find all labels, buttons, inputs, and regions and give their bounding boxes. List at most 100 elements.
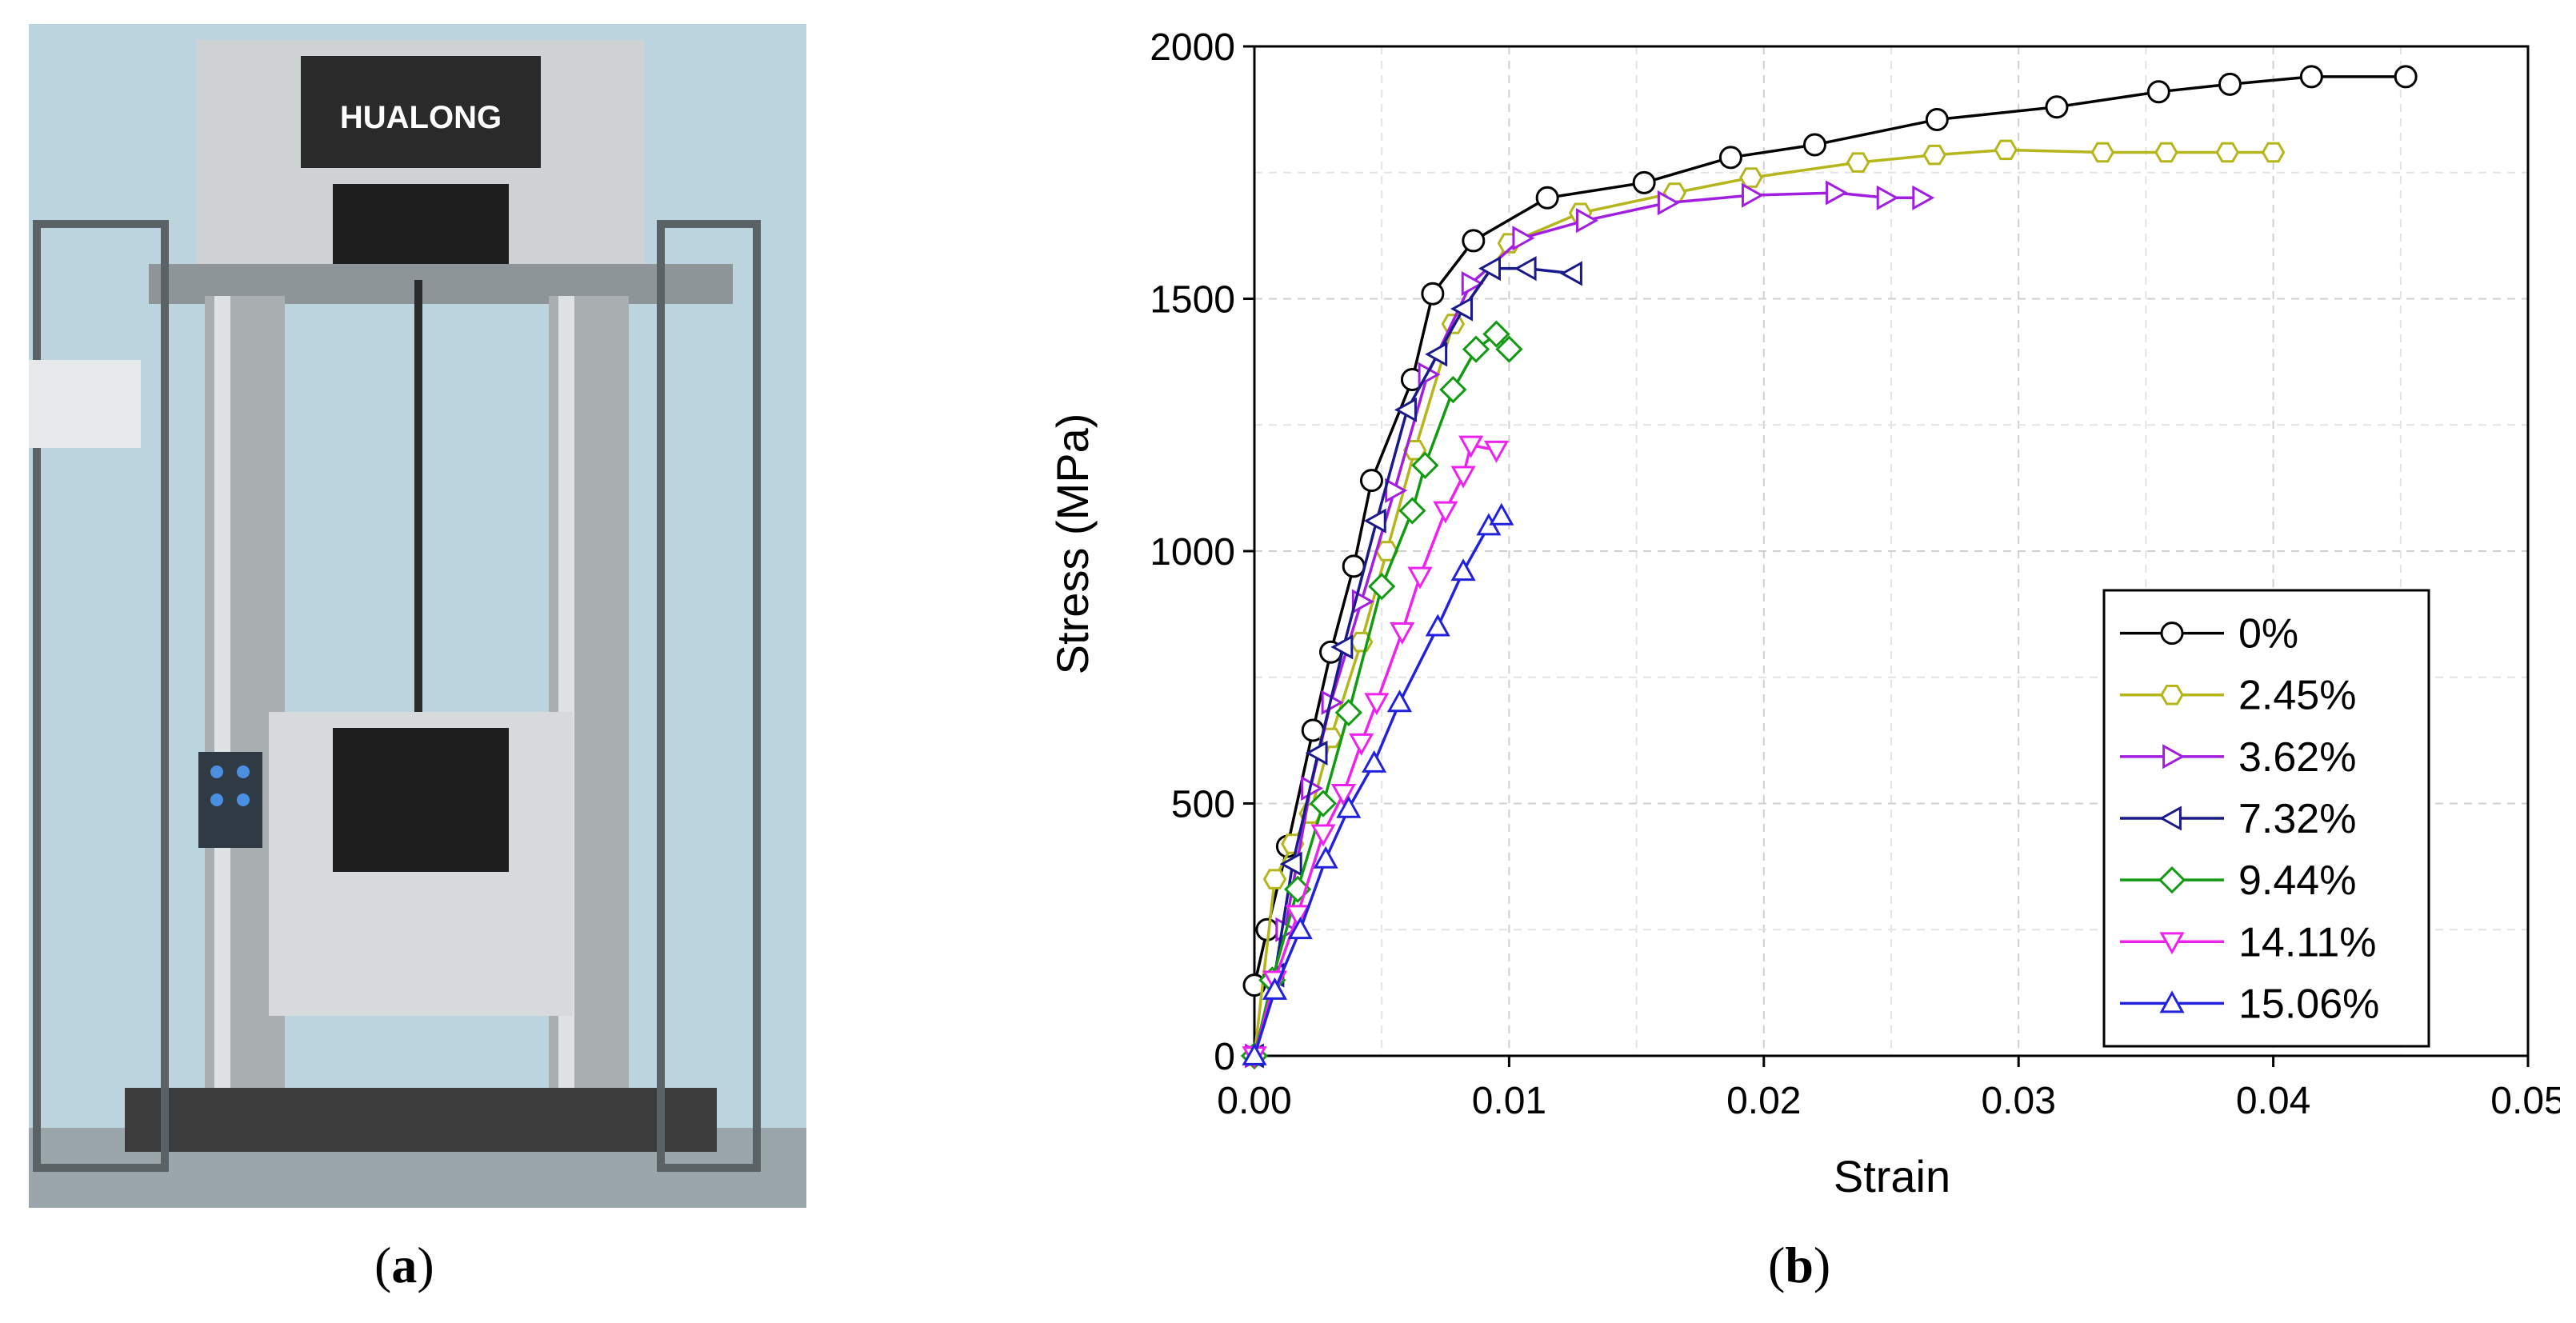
data-point	[1846, 152, 1870, 173]
data-point	[1462, 335, 1490, 363]
data-point	[2394, 65, 2418, 89]
x-tick-label: 0.04	[2236, 1080, 2310, 1122]
legend-label: 9.44%	[2238, 857, 2356, 904]
data-point	[1461, 271, 1484, 297]
legend-marker	[2158, 805, 2182, 831]
data-point	[1514, 256, 1537, 282]
series-lines	[1240, 65, 2418, 1070]
y-tick-label: 0	[1214, 1036, 1235, 1078]
legend-marker	[2160, 684, 2184, 705]
data-point	[1802, 133, 1826, 157]
data-point	[1433, 501, 1458, 524]
y-tick-label: 1500	[1150, 279, 1235, 322]
x-tick-label: 0.05	[2490, 1080, 2560, 1122]
data-point	[1741, 182, 1764, 208]
x-axis-title: Strain	[1834, 1151, 1950, 1200]
series-line	[1253, 191, 1922, 1057]
legend-label: 3.62%	[2238, 734, 2356, 781]
legend-marker	[2160, 622, 2184, 646]
series-0	[1242, 65, 2418, 997]
data-point	[1342, 554, 1366, 578]
data-point	[1359, 469, 1383, 493]
data-point	[2146, 80, 2170, 104]
data-point	[1450, 558, 1476, 582]
data-point	[1478, 256, 1502, 282]
data-point	[1411, 451, 1439, 479]
data-point	[2045, 95, 2069, 119]
data-point	[1305, 740, 1328, 765]
data-point	[1362, 749, 1387, 773]
caption-b-letter: b	[1785, 1237, 1814, 1293]
data-point	[1310, 824, 1336, 847]
data-point	[2215, 142, 2240, 163]
legend-marker	[2158, 866, 2186, 894]
data-point	[1262, 977, 1288, 1000]
data-point	[1334, 698, 1362, 727]
data-point	[1349, 733, 1374, 756]
chart-legend: 0% 2.45% 3.62% 7.32% 9.44% 14.11% 15.06%	[2102, 589, 2430, 1048]
data-point	[1330, 783, 1356, 806]
stress-strain-chart: 0.00 0.01 0.02 0.03 0.04 0.05 0 500 1000 1500 2000…	[1047, 26, 2560, 1200]
series-6	[1242, 502, 1514, 1065]
data-point	[2299, 65, 2323, 89]
data-point	[2261, 142, 2286, 163]
data-point	[1925, 107, 1949, 131]
data-point	[2154, 142, 2178, 163]
x-tick-label: 0.03	[1981, 1080, 2055, 1122]
y-tick-label: 1000	[1150, 531, 1235, 574]
data-point	[1386, 689, 1413, 713]
data-point	[1398, 497, 1426, 525]
data-point	[1425, 342, 1448, 367]
data-point	[1922, 144, 1946, 166]
caption-a: (a)	[374, 1237, 434, 1293]
data-point	[1285, 905, 1310, 928]
series-line	[1253, 75, 2406, 986]
data-point	[1313, 845, 1338, 869]
legend-label: 7.32%	[2238, 796, 2356, 842]
data-point	[1279, 851, 1302, 877]
data-point	[1390, 622, 1415, 646]
legend-label: 0%	[2238, 611, 2298, 658]
data-point	[1535, 186, 1559, 210]
legend-marker	[2159, 990, 2185, 1013]
data-point	[1242, 1042, 1267, 1065]
data-point	[1739, 167, 1763, 188]
legend-label: 15.06%	[2238, 981, 2379, 1027]
data-point	[1336, 795, 1362, 818]
y-tick-label: 500	[1171, 784, 1235, 826]
data-point	[1309, 789, 1338, 817]
tick-labels: 0.00 0.01 0.02 0.03 0.04 0.05 0 500 1000 1500 2000	[1150, 26, 2560, 1122]
data-point	[1912, 185, 1935, 210]
data-point	[1287, 917, 1313, 940]
data-point	[1450, 296, 1473, 322]
axes	[1243, 45, 2530, 1067]
x-tick-label: 0.01	[1472, 1080, 1546, 1122]
data-point	[1876, 185, 1899, 210]
legend-marker	[2159, 932, 2185, 955]
data-point	[1482, 320, 1510, 348]
testing-machine-photo: HUALONG	[29, 24, 806, 1208]
legend-label: 14.11%	[2238, 919, 2377, 965]
data-point	[1495, 335, 1523, 363]
data-point	[1489, 502, 1514, 526]
data-point	[1657, 190, 1680, 216]
caption-b: (b)	[1768, 1237, 1831, 1293]
data-point	[1718, 146, 1742, 170]
data-point	[1632, 170, 1656, 194]
plot-frame	[1253, 45, 2530, 1057]
x-tick-label: 0.00	[1217, 1080, 1291, 1122]
legend-label: 2.45%	[2238, 673, 2356, 719]
caption-a-letter: a	[391, 1237, 418, 1293]
x-tick-label: 0.02	[1726, 1080, 1801, 1122]
data-point	[1421, 282, 1445, 306]
data-point	[1458, 435, 1484, 458]
series-line	[1253, 443, 1497, 1057]
y-tick-label: 2000	[1150, 26, 1235, 69]
data-point	[1394, 397, 1417, 422]
data-point	[1407, 566, 1433, 590]
data-point	[1425, 614, 1450, 637]
data-point	[1439, 375, 1467, 404]
data-point	[1368, 573, 1396, 601]
data-point	[1576, 208, 1599, 234]
data-point	[1364, 693, 1390, 716]
